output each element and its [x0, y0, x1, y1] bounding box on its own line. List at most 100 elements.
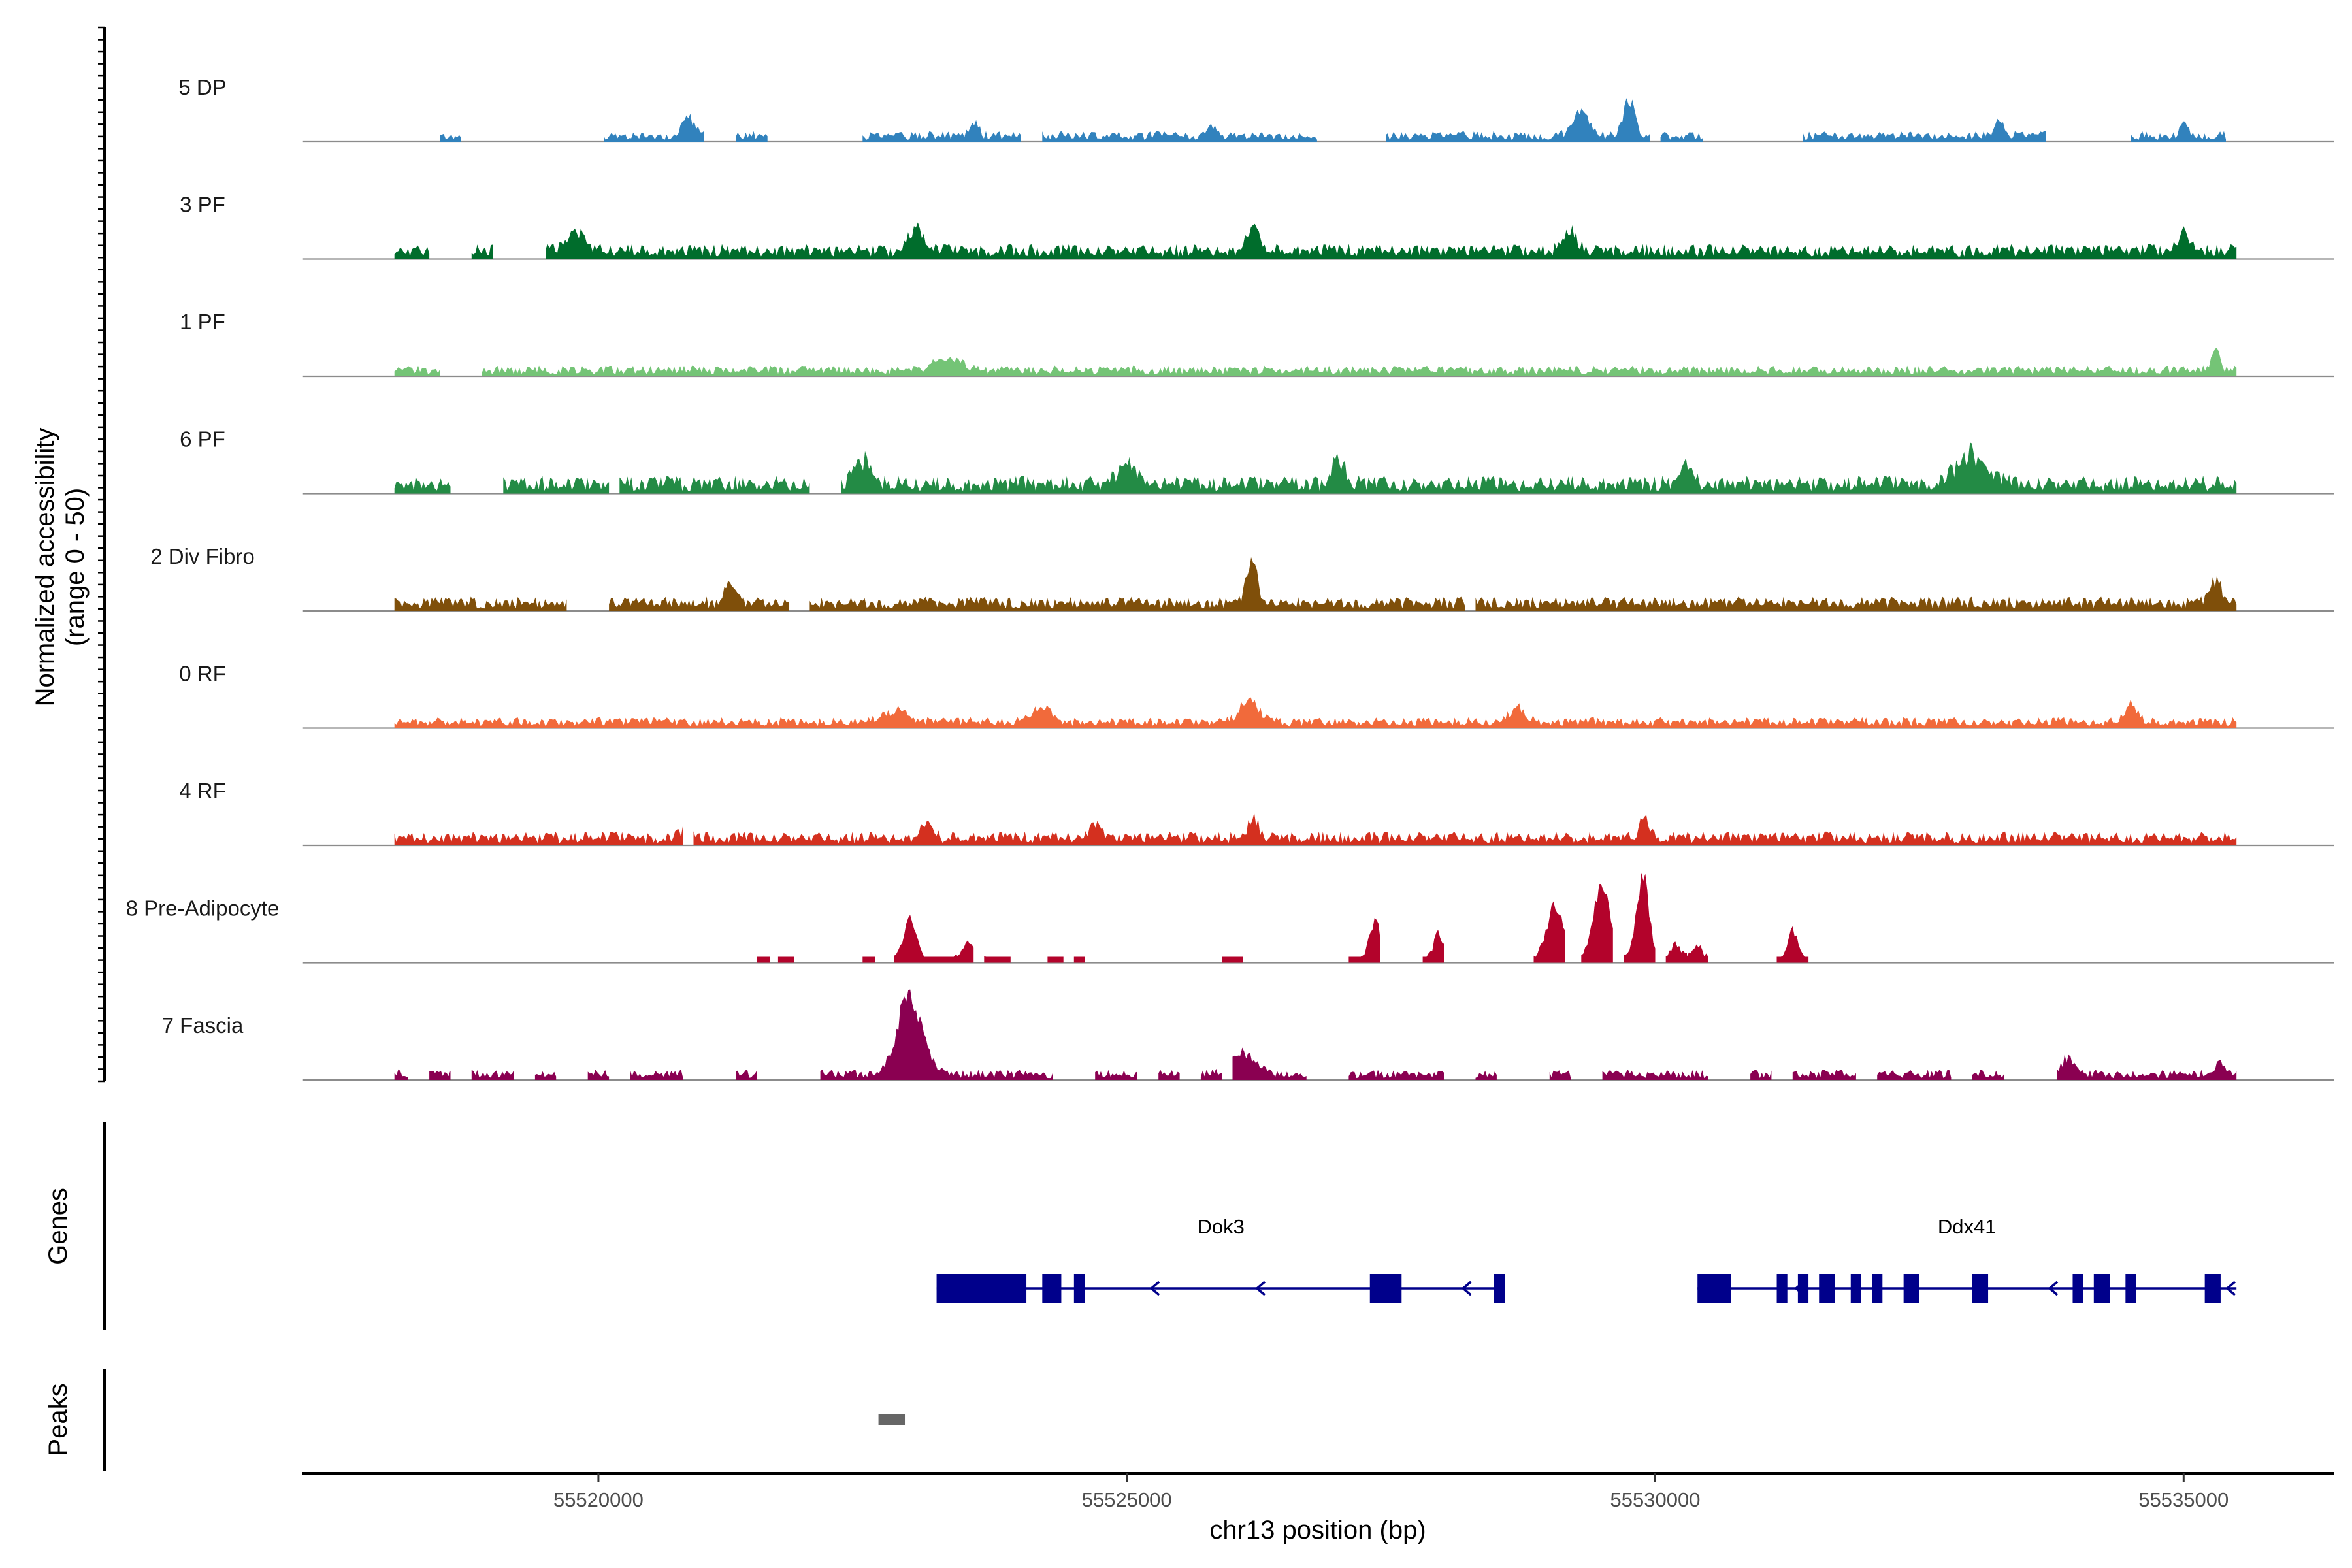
- track-label: 5 DP: [178, 75, 226, 99]
- coverage-area: [1660, 132, 1703, 142]
- coverage-area: [777, 956, 794, 963]
- track-label: 8 Pre-Adipocyte: [126, 896, 280, 921]
- peak-regions: [878, 1414, 906, 1425]
- gene-exon: [936, 1274, 1027, 1303]
- coverage-area: [736, 1070, 757, 1080]
- gene-exon: [1850, 1274, 1861, 1303]
- track-4-rf: 4 RF: [179, 779, 2334, 847]
- coverage-area: [429, 1070, 451, 1080]
- coverage-area: [394, 825, 683, 845]
- gene-label: Dok3: [1197, 1215, 1244, 1238]
- track-5-dp: 5 DP: [178, 75, 2334, 143]
- strand-arrow-icon: [1461, 1281, 1472, 1296]
- gene-exon: [1697, 1274, 1731, 1303]
- coverage-area: [1475, 575, 2237, 611]
- coverage-area: [862, 956, 875, 963]
- coverage-area: [394, 1069, 408, 1080]
- coverage-area: [394, 365, 440, 376]
- x-tick-label: 55535000: [2138, 1488, 2229, 1511]
- track-label: 3 PF: [180, 193, 225, 217]
- coverage-area: [2131, 121, 2226, 142]
- coverage-area: [1687, 944, 1708, 963]
- coverage-area: [1386, 98, 1650, 142]
- coverage-area: [471, 244, 493, 259]
- gene-exon: [2072, 1274, 2083, 1303]
- strand-arrow-icon: [1149, 1281, 1160, 1296]
- coverage-area: [1750, 1070, 1772, 1080]
- x-tick-label: 55525000: [1082, 1488, 1172, 1511]
- coverage-area: [1877, 1070, 1952, 1080]
- coverage-area: [1803, 118, 2046, 142]
- peaks-track-label: Peaks: [44, 1383, 73, 1456]
- coverage-area: [394, 596, 567, 611]
- y-axis-range-label: (range 0 - 50): [61, 488, 90, 646]
- coverage-area: [862, 120, 1021, 142]
- coverage-area: [619, 476, 810, 494]
- gene-label: Ddx41: [1938, 1215, 1997, 1238]
- track-1-pf: 1 PF: [180, 310, 2334, 378]
- x-tick-label: 55520000: [553, 1488, 644, 1511]
- gene-dok3: Dok3: [936, 1215, 1505, 1303]
- coverage-area: [736, 131, 768, 142]
- coverage-area: [534, 1071, 557, 1080]
- coverage-area: [894, 915, 974, 963]
- gene-exon: [1042, 1274, 1062, 1303]
- coverage-area: [394, 477, 451, 494]
- gene-models: Dok3 Ddx41: [936, 1215, 2237, 1303]
- coverage-area: [1475, 1070, 1497, 1080]
- x-axis: 55520000 55525000 55530000 55535000 chr13 p…: [302, 1472, 2334, 1544]
- track-0-rf: 0 RF: [179, 662, 2334, 729]
- gene-exon: [1369, 1274, 1402, 1303]
- y-axis-title: Normalized accessibility: [31, 428, 59, 707]
- coverage-area: [440, 133, 461, 142]
- coverage-area: [2057, 1054, 2237, 1080]
- coverage-area: [1200, 1068, 1222, 1080]
- strand-arrow-icon: [2048, 1281, 2059, 1296]
- coverage-area: [1792, 1070, 1856, 1080]
- coverage-area: [1158, 1070, 1180, 1080]
- coverage-area: [1073, 956, 1085, 963]
- coverage-area: [1602, 1069, 1708, 1080]
- gene-exon: [1797, 1274, 1809, 1303]
- track-2-div-fibro: 2 Div Fibro: [150, 544, 2334, 612]
- coverage-area: [587, 1070, 610, 1080]
- coverage-area: [1348, 918, 1380, 963]
- coverage-area: [1348, 1070, 1444, 1080]
- peak-region: [878, 1414, 906, 1425]
- strand-arrow-icon: [1255, 1281, 1266, 1296]
- coverage-tracks: 5 DP 3 PF 1 PF 6 PF 2 Div Fibro 0 RF 4 RF 8 Pre…: [126, 75, 2334, 1081]
- gene-exon: [1073, 1274, 1085, 1303]
- coverage-area: [394, 245, 430, 259]
- genes-panel: Genes Dok3 Ddx41: [44, 1122, 2237, 1330]
- gene-exon: [1903, 1274, 1919, 1303]
- x-axis-title: chr13 position (bp): [1209, 1516, 1426, 1544]
- coverage-area: [1047, 956, 1064, 963]
- coverage-area: [503, 476, 610, 494]
- gene-exon: [2204, 1274, 2221, 1303]
- coverage-area: [1095, 1070, 1137, 1080]
- gene-exon: [1972, 1274, 1989, 1303]
- coverage-area: [394, 697, 2237, 728]
- gene-exon: [1872, 1274, 1883, 1303]
- gene-exon: [2093, 1274, 2110, 1303]
- coverage-area: [630, 1069, 683, 1080]
- strand-arrow-icon: [1794, 1281, 1805, 1296]
- gene-exon: [1776, 1274, 1788, 1303]
- coverage-area: [1972, 1070, 2004, 1080]
- coverage-area: [1549, 1070, 1571, 1080]
- track-7-fascia: 7 Fascia: [162, 989, 2334, 1081]
- gene-ddx41: Ddx41: [1697, 1215, 2237, 1303]
- coverage-area: [609, 580, 789, 611]
- gene-exon: [2125, 1274, 2136, 1303]
- track-6-pf: 6 PF: [180, 427, 2334, 495]
- coverage-area: [546, 222, 2237, 259]
- track-3-pf: 3 PF: [180, 193, 2334, 260]
- track-label: 6 PF: [180, 427, 225, 451]
- coverage-area: [1042, 123, 1317, 142]
- x-ticks: 55520000 55525000 55530000 55535000: [553, 1473, 2229, 1511]
- track-label: 0 RF: [179, 662, 226, 686]
- track-label: 1 PF: [180, 310, 225, 334]
- coverage-area: [1665, 941, 1687, 963]
- peaks-panel: Peaks: [44, 1369, 906, 1471]
